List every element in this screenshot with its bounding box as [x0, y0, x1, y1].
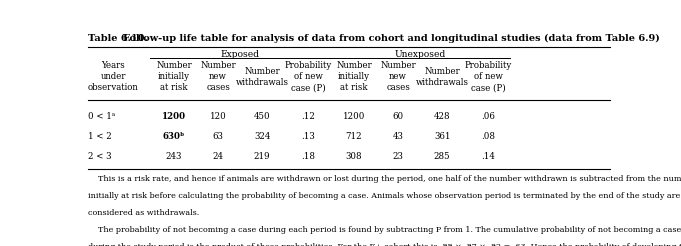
- Text: 1200: 1200: [343, 112, 365, 121]
- Text: Number
new
cases: Number new cases: [200, 61, 236, 92]
- Text: initially at risk before calculating the probability of becoming a case. Animals: initially at risk before calculating the…: [88, 192, 681, 200]
- Text: Probability
of new
case (P): Probability of new case (P): [464, 61, 511, 92]
- Text: Number
withdrawals: Number withdrawals: [236, 67, 289, 87]
- Text: 60: 60: [392, 112, 404, 121]
- Text: 450: 450: [254, 112, 270, 121]
- Text: .14: .14: [481, 152, 495, 161]
- Text: .18: .18: [301, 152, 315, 161]
- Text: .12: .12: [301, 112, 315, 121]
- Text: 23: 23: [393, 152, 404, 161]
- Text: considered as withdrawals.: considered as withdrawals.: [88, 209, 199, 217]
- Text: The probability of not becoming a case during each period is found by subtractin: The probability of not becoming a case d…: [88, 226, 681, 234]
- Text: Number
initially
at risk: Number initially at risk: [336, 61, 372, 92]
- Text: Number
initially
at risk: Number initially at risk: [156, 61, 192, 92]
- Text: 1200: 1200: [162, 112, 186, 121]
- Text: Probability
of new
case (P): Probability of new case (P): [285, 61, 332, 92]
- Text: 712: 712: [346, 132, 362, 141]
- Text: .13: .13: [301, 132, 315, 141]
- Text: 2 < 3: 2 < 3: [88, 152, 111, 161]
- Text: .06: .06: [481, 112, 495, 121]
- Text: 219: 219: [254, 152, 270, 161]
- Text: Unexposed: Unexposed: [394, 50, 445, 59]
- Text: 63: 63: [212, 132, 223, 141]
- Text: 428: 428: [434, 112, 450, 121]
- Text: 324: 324: [254, 132, 270, 141]
- Text: 120: 120: [210, 112, 227, 121]
- Text: during the study period is the product of these probabilities. For the F+ cohort: during the study period is the product o…: [88, 243, 681, 246]
- Text: 243: 243: [166, 152, 183, 161]
- Text: Number
withdrawals: Number withdrawals: [415, 67, 469, 87]
- Text: 0 < 1ᵃ: 0 < 1ᵃ: [88, 112, 115, 121]
- Text: 1 < 2: 1 < 2: [88, 132, 112, 141]
- Text: 361: 361: [434, 132, 450, 141]
- Text: 43: 43: [393, 132, 404, 141]
- Text: Follow-up life table for analysis of data from cohort and longitudinal studies (: Follow-up life table for analysis of dat…: [123, 34, 660, 43]
- Text: Years
under
observation: Years under observation: [88, 61, 138, 92]
- Text: 308: 308: [346, 152, 362, 161]
- Text: Exposed: Exposed: [221, 50, 259, 59]
- Text: This is a risk rate, and hence if animals are withdrawn or lost during the perio: This is a risk rate, and hence if animal…: [88, 175, 681, 183]
- Text: Table 6.10.: Table 6.10.: [88, 34, 148, 43]
- Text: 285: 285: [434, 152, 450, 161]
- Text: 24: 24: [212, 152, 223, 161]
- Text: 630ᵇ: 630ᵇ: [163, 132, 185, 141]
- Text: Number
new
cases: Number new cases: [380, 61, 416, 92]
- Text: .08: .08: [481, 132, 495, 141]
